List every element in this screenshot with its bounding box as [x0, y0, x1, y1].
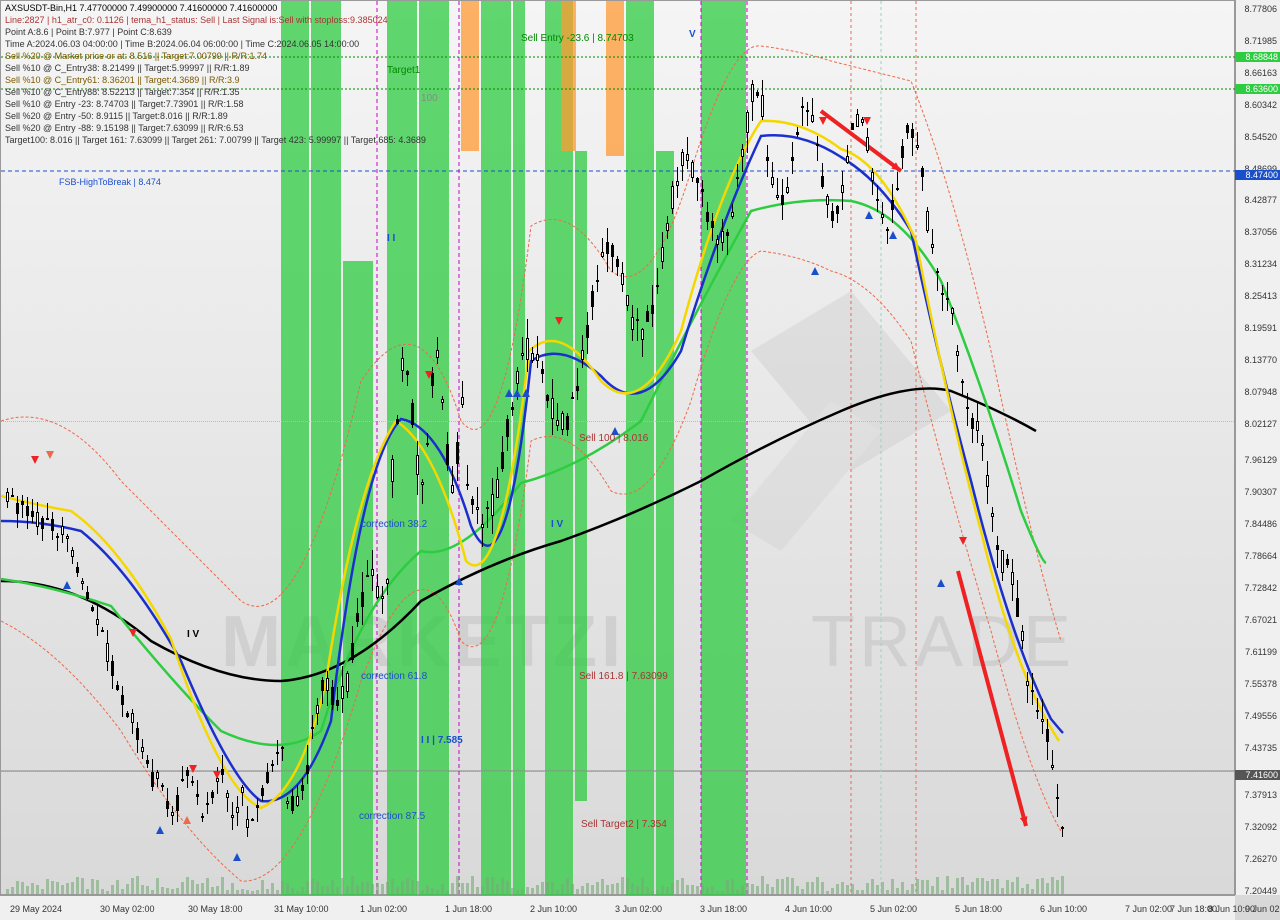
y-tick: 8.25413 — [1244, 291, 1277, 301]
x-tick: 3 Jun 18:00 — [700, 904, 747, 914]
info-line-9: Sell %20 @ Entry -50: 8.9115 || Target:8… — [5, 111, 228, 121]
y-tick: 8.60342 — [1244, 100, 1277, 110]
x-tick: 29 May 2024 — [10, 904, 62, 914]
y-tick: 8.07948 — [1244, 387, 1277, 397]
watermark-right: TRADE — [811, 601, 1075, 683]
x-tick: 30 May 02:00 — [100, 904, 155, 914]
x-tick: 4 Jun 10:00 — [785, 904, 832, 914]
info-line-8: Sell %10 @ Entry -23: 8.74703 || Target:… — [5, 99, 243, 109]
annotation: correction 87.5 — [359, 811, 425, 822]
annotation: correction 38.2 — [361, 519, 427, 530]
y-tick: 8.13770 — [1244, 355, 1277, 365]
annotation: V — [689, 29, 696, 40]
y-tick: 7.20449 — [1244, 886, 1277, 896]
annotation: Sell Target2 | 7.354 — [581, 819, 667, 830]
annotation: Sell Entry -23.6 | 8.74703 — [521, 33, 634, 44]
info-line-6: Sell %10 @ C_Entry61: 8.36201 || Target:… — [5, 75, 239, 85]
x-tick: 30 May 18:00 — [188, 904, 243, 914]
x-tick: 5 Jun 02:00 — [870, 904, 917, 914]
y-tick: 7.67021 — [1244, 615, 1277, 625]
info-line-10: Sell %20 @ Entry -88: 9.15198 || Target:… — [5, 123, 243, 133]
y-tick: 7.61199 — [1245, 647, 1277, 657]
y-tick: 7.43735 — [1244, 743, 1277, 753]
y-tick: 8.31234 — [1244, 259, 1277, 269]
annotation: Sell 161.8 | 7.63099 — [579, 671, 668, 682]
y-tick: 7.55378 — [1244, 679, 1277, 689]
y-axis: 8.778068.719858.661638.603428.545208.486… — [1235, 0, 1280, 895]
annotation: 100 — [421, 93, 438, 104]
x-tick: 3 Jun 02:00 — [615, 904, 662, 914]
x-tick: 5 Jun 18:00 — [955, 904, 1002, 914]
annotation: Sell 100 | 8.016 — [579, 433, 648, 444]
price-label: 8.63600 — [1235, 84, 1280, 94]
y-tick: 8.66163 — [1244, 68, 1277, 78]
y-tick: 8.77806 — [1244, 4, 1277, 14]
x-tick: 9 Jun 02:00 — [1245, 904, 1280, 914]
info-line-5: Sell %10 @ C_Entry38: 8.21499 || Target:… — [5, 63, 249, 73]
y-tick: 7.84486 — [1244, 519, 1277, 529]
price-label: 8.68848 — [1235, 52, 1280, 62]
x-tick: 1 Jun 18:00 — [445, 904, 492, 914]
annotation: I V — [551, 519, 563, 530]
y-tick: 8.19591 — [1244, 323, 1277, 333]
y-tick: 7.78664 — [1244, 551, 1277, 561]
y-tick: 8.54520 — [1244, 132, 1277, 142]
x-tick: 1 Jun 02:00 — [360, 904, 407, 914]
y-tick: 7.72842 — [1244, 583, 1277, 593]
info-line-3: Time A:2024.06.03 04:00:00 | Time B:2024… — [5, 39, 359, 49]
chart-title: AXSUSDT-Bin,H1 7.47700000 7.49900000 7.4… — [5, 3, 277, 13]
annotation: Target1 — [387, 65, 420, 76]
annotation: I I | 7.585 — [421, 735, 463, 746]
x-tick: 7 Jun 02:00 — [1125, 904, 1172, 914]
y-tick: 7.49556 — [1244, 711, 1277, 721]
info-line-2: Point A:8.6 | Point B:7.977 | Point C:8.… — [5, 27, 172, 37]
price-label: 8.47400 — [1235, 170, 1280, 180]
y-tick: 7.96129 — [1244, 455, 1277, 465]
y-tick: 7.90307 — [1244, 487, 1277, 497]
y-tick: 7.32092 — [1244, 822, 1277, 832]
info-line-7: Sell %10 @ C_Entry88: 8.52213 || Target:… — [5, 87, 239, 97]
info-line-4: Sell %20 @ Market price or at: 8.516 || … — [5, 51, 267, 61]
info-line-1: Line:2827 | h1_atr_c0: 0.1126 | tema_h1_… — [5, 15, 388, 25]
y-tick: 7.37913 — [1244, 790, 1277, 800]
y-tick: 7.26270 — [1244, 854, 1277, 864]
fsb-label: FSB-HighToBreak | 8.474 — [59, 177, 161, 187]
chart-area[interactable]: MARKETZI TRADE AXSUSDT-Bin,H1 7.47700000… — [0, 0, 1235, 895]
x-tick: 6 Jun 10:00 — [1040, 904, 1087, 914]
price-label: 7.41600 — [1235, 770, 1280, 780]
info-line-11: Target100: 8.016 || Target 161: 7.63099 … — [5, 135, 426, 145]
x-tick: 31 May 10:00 — [274, 904, 329, 914]
y-tick: 8.02127 — [1244, 419, 1277, 429]
x-tick: 2 Jun 10:00 — [530, 904, 577, 914]
x-axis: 29 May 2024 30 May 02:00 30 May 18:00 31 Ma… — [0, 895, 1235, 920]
y-tick: 8.42877 — [1244, 195, 1277, 205]
y-tick: 8.37056 — [1244, 227, 1277, 237]
annotation: correction 61.8 — [361, 671, 427, 682]
y-tick: 8.71985 — [1244, 36, 1277, 46]
annotation: I I — [387, 233, 395, 244]
annotation: I V — [187, 629, 199, 640]
